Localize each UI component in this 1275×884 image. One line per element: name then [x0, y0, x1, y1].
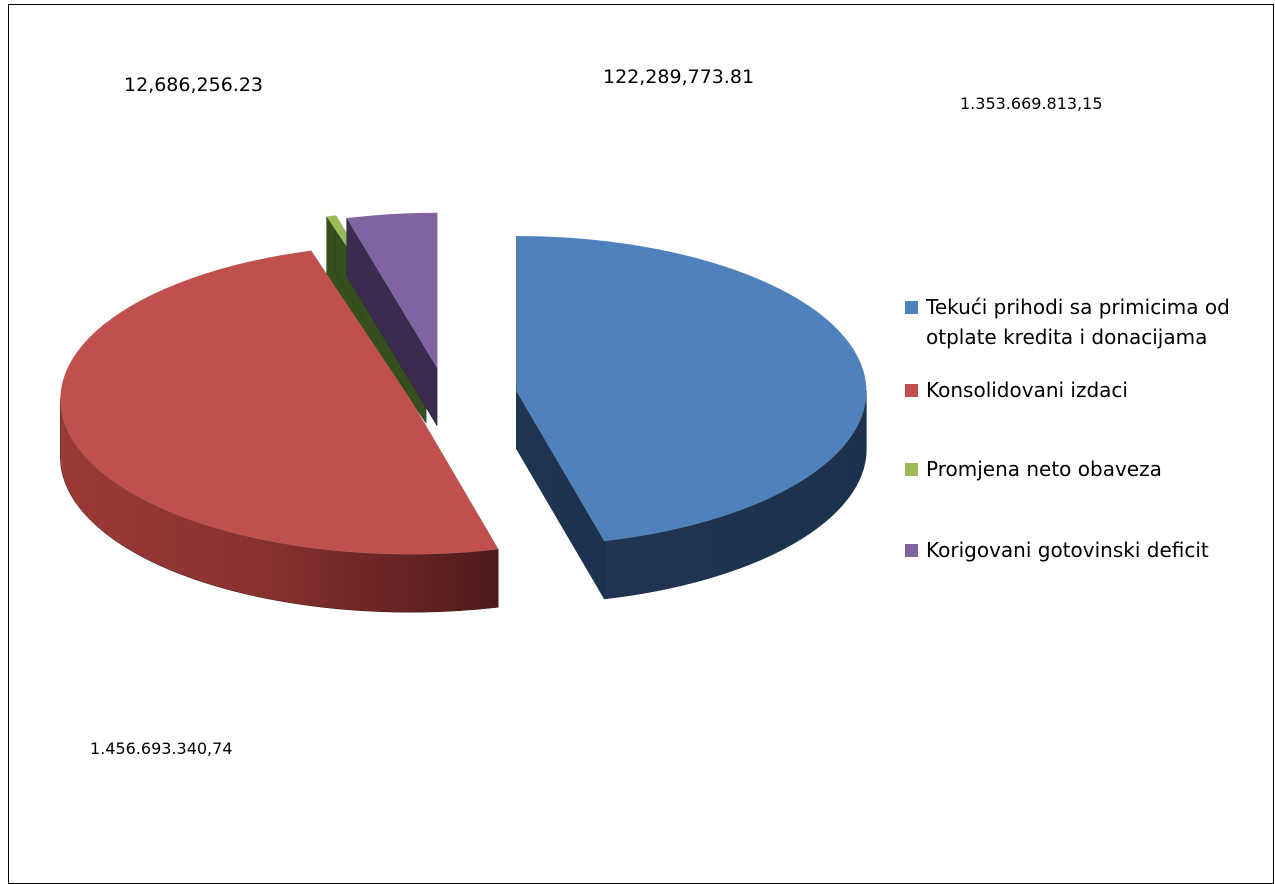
legend-swatch-tekuci — [905, 301, 918, 314]
legend-label-korigovani: Korigovani gotovinski deficit — [926, 538, 1209, 562]
pie-top-korigovani — [346, 212, 438, 369]
legend-item-korigovani: Korigovani gotovinski deficit — [905, 535, 1209, 565]
legend-swatch-konsolidovani — [905, 384, 918, 397]
data-label-promjena: 12,686,256.23 — [124, 74, 264, 96]
pie-top-konsolidovani — [59, 250, 499, 555]
pie-slice-konsolidovani — [59, 249, 499, 613]
legend-item-promjena: Promjena neto obaveza — [905, 454, 1162, 484]
data-label-konsolidovani: 1.456.693.340,74 — [90, 739, 233, 758]
data-label-korigovani: 122,289,773.81 — [603, 66, 755, 88]
legend-label-tekuci: Tekući prihodi sa primicima od otplate k… — [926, 295, 1230, 349]
data-label-tekuci: 1.353.669.813,15 — [960, 94, 1103, 113]
legend-label-konsolidovani: Konsolidovani izdaci — [926, 378, 1128, 402]
legend-swatch-korigovani — [905, 544, 918, 557]
pie-slice-korigovani — [346, 212, 438, 427]
legend-swatch-promjena — [905, 463, 918, 476]
legend-label-promjena: Promjena neto obaveza — [926, 457, 1162, 481]
legend-item-konsolidovani: Konsolidovani izdaci — [905, 375, 1128, 405]
legend-item-tekuci: Tekući prihodi sa primicima od otplate k… — [905, 292, 1256, 352]
pie-top-tekuci — [516, 235, 867, 542]
pie-slice-tekuci — [516, 235, 867, 600]
